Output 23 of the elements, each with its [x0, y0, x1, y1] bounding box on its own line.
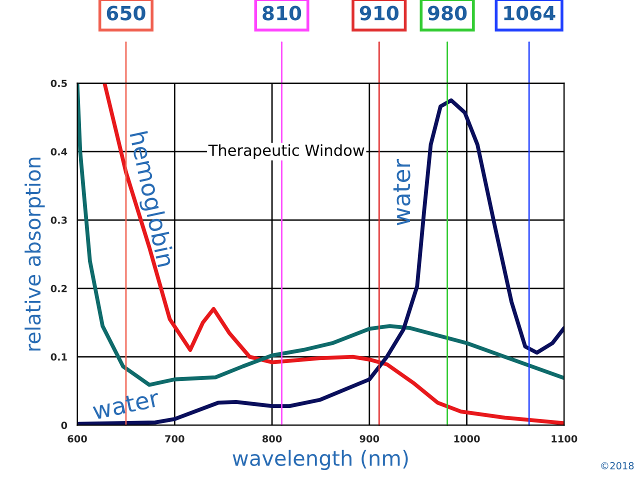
- ref-line-label: 980: [428, 6, 467, 20]
- ref-line-label: 1064: [504, 6, 556, 20]
- x-tick-label: 600: [68, 435, 87, 442]
- ref-line-label: 650: [106, 6, 146, 20]
- x-tick-label: 700: [165, 435, 184, 442]
- y-tick-label: 0: [61, 422, 68, 430]
- ref-line-label: 910: [360, 6, 398, 20]
- x-tick-label: 1100: [552, 435, 578, 442]
- x-axis-title: wavelength (nm): [232, 450, 408, 470]
- y-tick-label: 0.4: [50, 148, 68, 156]
- annotation: water: [92, 390, 160, 420]
- y-tick-label: 0.3: [50, 216, 67, 224]
- text: ©2018: [601, 462, 634, 470]
- x-tick-label: 800: [262, 435, 282, 442]
- x-tick-label: 900: [360, 435, 380, 442]
- ref-line-label: 810: [262, 6, 302, 20]
- y-tick-label: 0.2: [50, 284, 67, 292]
- annotation: water: [393, 159, 410, 226]
- y-tick-label: 0.1: [50, 353, 67, 361]
- y-tick-label: 0.5: [50, 80, 67, 88]
- annotation: Therapeutic Window: [208, 144, 364, 160]
- x-tick-label: 1000: [454, 435, 480, 442]
- y-axis-title: relative absorption: [24, 158, 45, 351]
